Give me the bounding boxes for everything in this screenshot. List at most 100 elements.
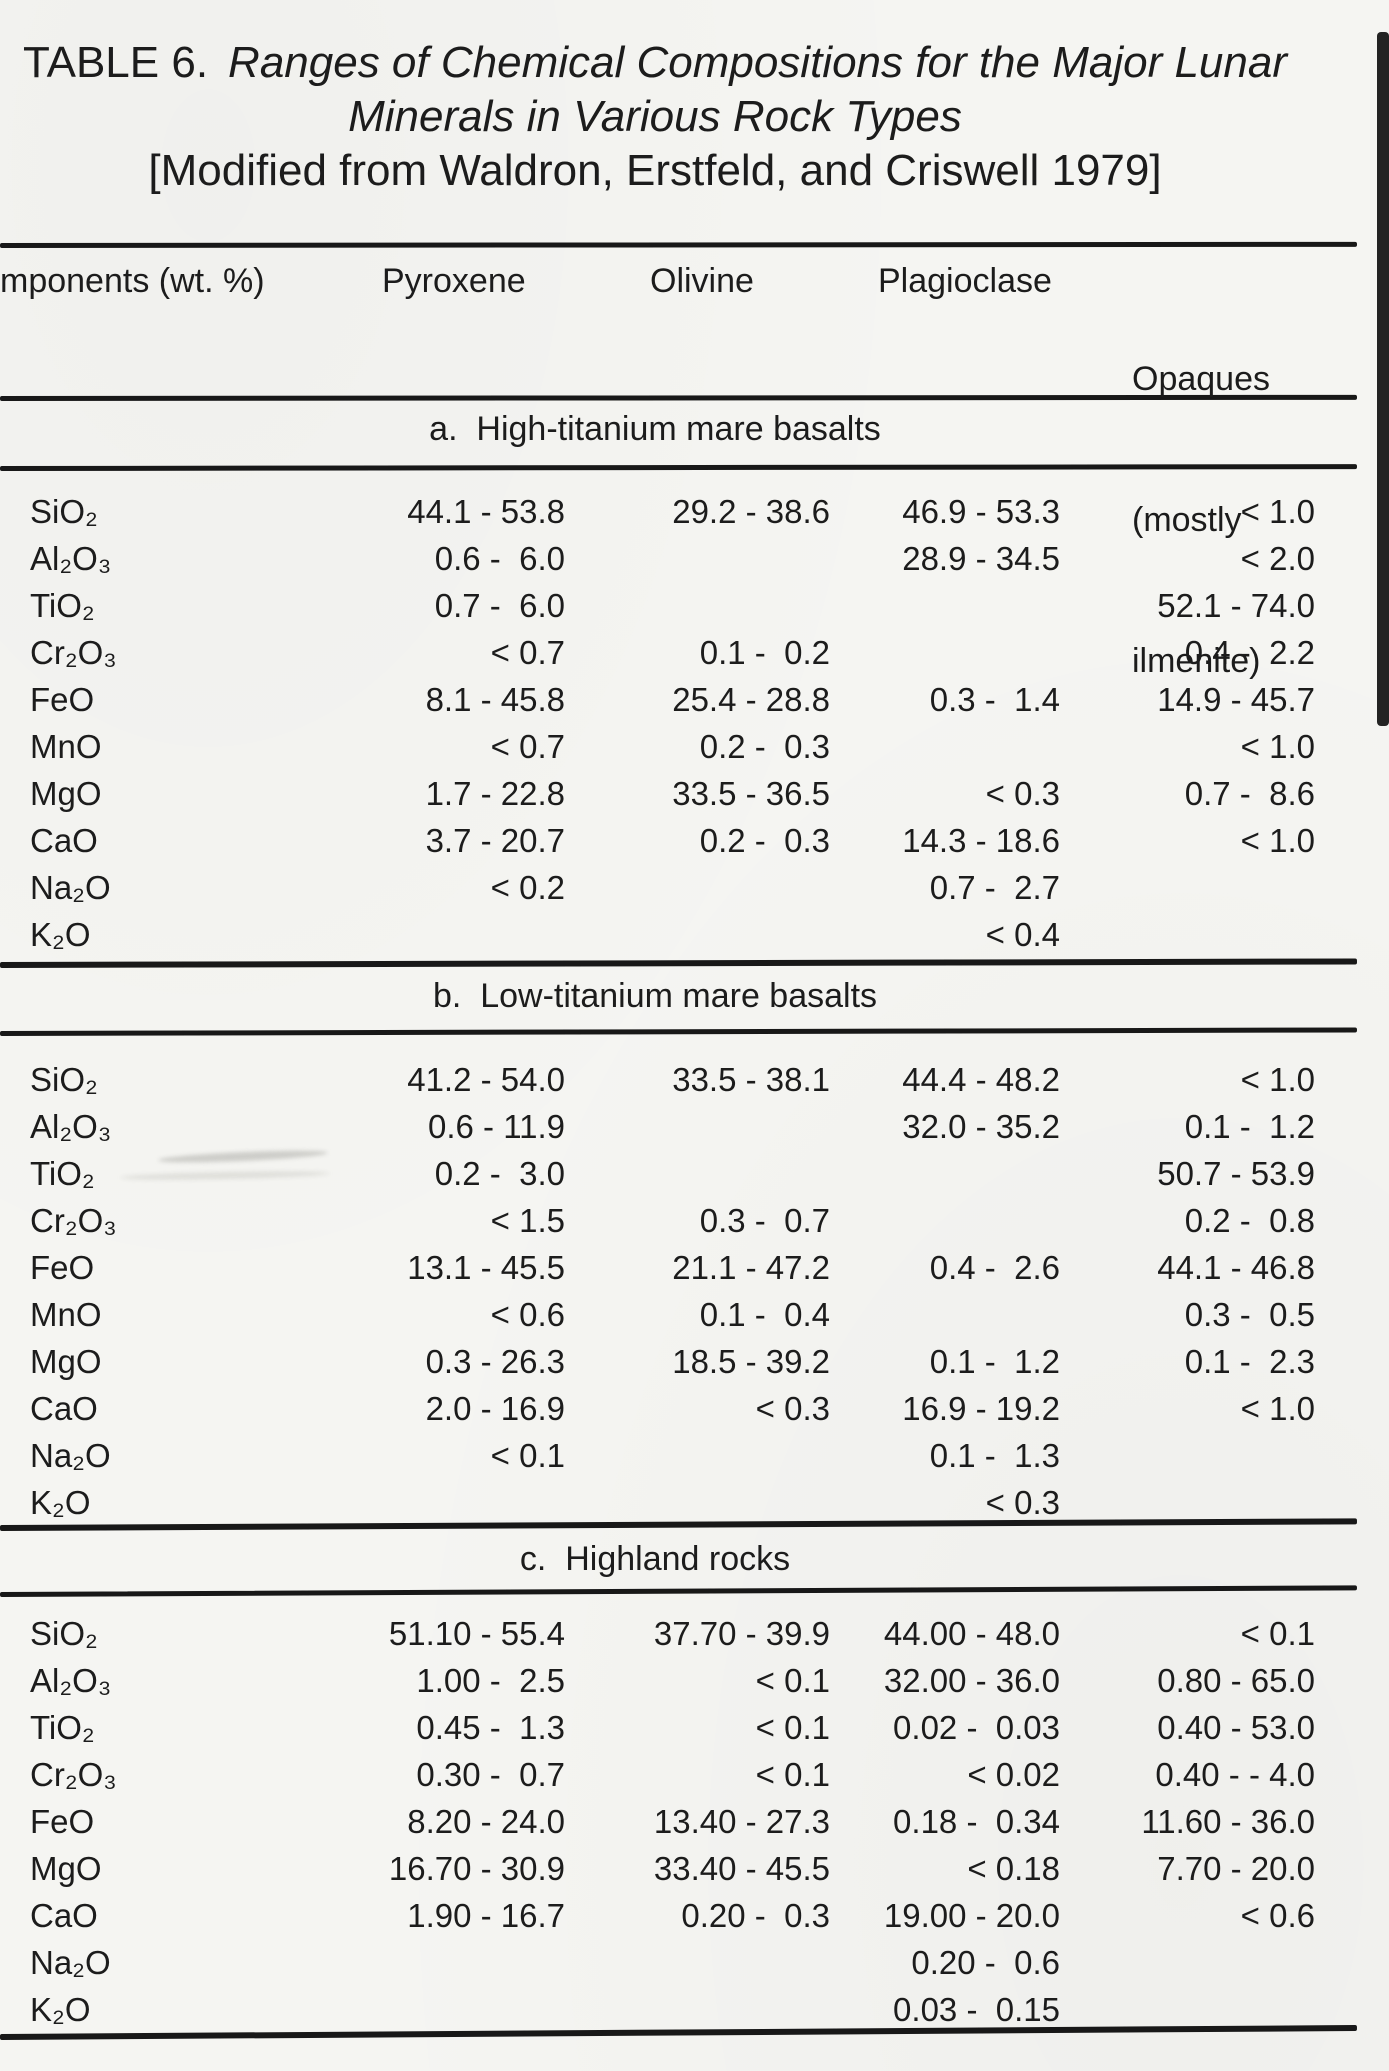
value-cell-pyroxene: 8.20 - 24.0 <box>407 1802 565 1840</box>
component-label: K₂O <box>30 915 91 953</box>
table-row: FeO 13.1 - 45.5 21.1 - 47.2 0.4 - 2.6 44.1 -… <box>0 1244 1315 1291</box>
value-cell-pyroxene: 51.10 - 55.4 <box>388 1614 565 1652</box>
column-header-opaques-line2: (mostly <box>1132 501 1242 539</box>
component-label: Na₂O <box>30 1436 111 1474</box>
value-cell-opaques: 0.80 - 65.0 <box>1157 1661 1315 1699</box>
value-cell-pyroxene: 0.45 - 1.3 <box>416 1708 565 1746</box>
section-heading-a: a. High-titanium mare basalts <box>429 410 881 448</box>
value-cell-opaques: < 0.1 <box>1240 1614 1315 1652</box>
value-cell-opaques: < 1.0 <box>1240 1060 1315 1098</box>
component-label: CaO <box>30 1896 98 1934</box>
component-label: SiO₂ <box>30 1614 98 1652</box>
value-cell-opaques: 0.1 - 2.3 <box>1184 1342 1315 1380</box>
value-cell-pyroxene: < 0.6 <box>490 1295 565 1333</box>
value-cell-plagioclase: < 0.18 <box>967 1849 1060 1887</box>
value-cell-olivine: 25.4 - 28.8 <box>672 680 830 718</box>
component-label: TiO₂ <box>30 1154 95 1192</box>
value-cell-pyroxene: 0.2 - 3.0 <box>434 1154 565 1192</box>
table-row: CaO 1.90 - 16.7 0.20 - 0.3 19.00 - 20.0 < 0.… <box>0 1892 1315 1939</box>
value-cell-olivine: < 0.1 <box>755 1661 830 1699</box>
value-cell-opaques: 0.3 - 0.5 <box>1184 1295 1315 1333</box>
value-cell-opaques: 11.60 - 36.0 <box>1141 1802 1315 1840</box>
value-cell-plagioclase: < 0.3 <box>985 774 1060 812</box>
component-label: TiO₂ <box>30 586 95 624</box>
value-cell-pyroxene: < 0.2 <box>490 868 565 906</box>
table-row: K₂O 0.03 - 0.15 <box>0 1986 1315 2033</box>
column-header-components: mponents (wt. %) <box>0 262 265 300</box>
value-cell-opaques: 0.40 - - 4.0 <box>1155 1755 1315 1793</box>
value-cell-plagioclase: 0.03 - 0.15 <box>893 1990 1060 2028</box>
value-cell-pyroxene: 1.90 - 16.7 <box>407 1896 565 1934</box>
table-row: MgO 16.70 - 30.9 33.40 - 45.5 < 0.18 7.70 - … <box>0 1845 1315 1892</box>
table-row: Al₂O₃ 0.6 - 6.0 28.9 - 34.5 < 2.0 <box>0 535 1315 582</box>
table-title: TABLE 6. Ranges of Chemical Compositions … <box>0 36 1310 198</box>
section-rows-low-titanium: SiO₂ 41.2 - 54.0 33.5 - 38.1 44.4 - 48.2 < 1… <box>0 1056 1315 1526</box>
table-row: SiO₂ 41.2 - 54.0 33.5 - 38.1 44.4 - 48.2 < 1… <box>0 1056 1315 1103</box>
value-cell-olivine: 33.5 - 36.5 <box>672 774 830 812</box>
table-row: FeO 8.20 - 24.0 13.40 - 27.3 0.18 - 0.34 11.… <box>0 1798 1315 1845</box>
component-label: Al₂O₃ <box>30 1107 112 1145</box>
value-cell-olivine: 33.40 - 45.5 <box>653 1849 830 1887</box>
column-header-pyroxene: Pyroxene <box>382 262 526 300</box>
value-cell-opaques: 0.2 - 0.8 <box>1184 1201 1315 1239</box>
scan-edge-artifact <box>1377 32 1389 726</box>
value-cell-opaques: < 1.0 <box>1240 821 1315 859</box>
column-header-plagioclase: Plagioclase <box>878 262 1052 300</box>
value-cell-opaques: 0.1 - 1.2 <box>1184 1107 1315 1145</box>
value-cell-plagioclase: < 0.02 <box>967 1755 1060 1793</box>
table-row: Na₂O < 0.1 0.1 - 1.3 <box>0 1432 1315 1479</box>
value-cell-olivine: 0.2 - 0.3 <box>699 727 830 765</box>
value-cell-olivine: 0.1 - 0.4 <box>699 1295 830 1333</box>
table-row: TiO₂ 0.45 - 1.3 < 0.1 0.02 - 0.03 0.40 - 53.… <box>0 1704 1315 1751</box>
section-heading-c: c. Highland rocks <box>519 1540 791 1578</box>
component-label: Al₂O₃ <box>30 1661 112 1699</box>
component-label: SiO₂ <box>30 492 98 530</box>
column-header-olivine: Olivine <box>650 262 754 300</box>
title-line-1: TABLE 6. Ranges of Chemical Compositions … <box>0 36 1310 90</box>
value-cell-pyroxene: 16.70 - 30.9 <box>388 1849 565 1887</box>
value-cell-plagioclase: 46.9 - 53.3 <box>902 492 1060 530</box>
component-label: MgO <box>30 774 102 812</box>
value-cell-opaques: 0.4 - 2.2 <box>1184 633 1315 671</box>
table-row: CaO 3.7 - 20.7 0.2 - 0.3 14.3 - 18.6 < 1.0 <box>0 817 1315 864</box>
value-cell-opaques: < 1.0 <box>1240 727 1315 765</box>
value-cell-pyroxene: 0.3 - 26.3 <box>425 1342 565 1380</box>
column-header-opaques-line3: ilmenite) <box>1132 642 1261 680</box>
component-label: Al₂O₃ <box>30 539 112 577</box>
column-header-opaques-line1: Opaques <box>1132 360 1270 398</box>
table-row: Na₂O 0.20 - 0.6 <box>0 1939 1315 1986</box>
table-row: TiO₂ 0.2 - 3.0 50.7 - 53.9 <box>0 1150 1315 1197</box>
value-cell-opaques: 7.70 - 20.0 <box>1157 1849 1315 1887</box>
table-row: Al₂O₃ 1.00 - 2.5 < 0.1 32.00 - 36.0 0.80 - 6… <box>0 1657 1315 1704</box>
table-row: Cr₂O₃ 0.30 - 0.7 < 0.1 < 0.02 0.40 - - 4.0 <box>0 1751 1315 1798</box>
value-cell-plagioclase: 0.18 - 0.34 <box>893 1802 1060 1840</box>
component-label: SiO₂ <box>30 1060 98 1098</box>
value-cell-plagioclase: 0.3 - 1.4 <box>929 680 1060 718</box>
component-label: MnO <box>30 1295 102 1333</box>
value-cell-plagioclase: 32.00 - 36.0 <box>883 1661 1060 1699</box>
value-cell-plagioclase: 0.1 - 1.2 <box>929 1342 1060 1380</box>
component-label: K₂O <box>30 1990 91 2028</box>
value-cell-pyroxene: 0.6 - 11.9 <box>428 1107 565 1145</box>
value-cell-olivine: 21.1 - 47.2 <box>672 1248 830 1286</box>
rule-below-title <box>0 241 1358 248</box>
value-cell-pyroxene: < 0.7 <box>490 727 565 765</box>
component-label: FeO <box>30 680 95 718</box>
value-cell-olivine: < 0.1 <box>755 1708 830 1746</box>
value-cell-plagioclase: 32.0 - 35.2 <box>902 1107 1060 1145</box>
value-cell-plagioclase: 0.02 - 0.03 <box>893 1708 1060 1746</box>
value-cell-opaques: 52.1 - 74.0 <box>1157 586 1315 624</box>
rule-below-heading-b <box>0 1027 1358 1036</box>
value-cell-plagioclase: 0.4 - 2.6 <box>929 1248 1060 1286</box>
value-cell-plagioclase: 0.1 - 1.3 <box>929 1436 1060 1474</box>
column-header-opaques: Opaques (mostly ilmenite) <box>1132 262 1270 779</box>
component-label: Na₂O <box>30 868 111 906</box>
table-number: TABLE 6. <box>23 38 209 87</box>
section-rows-high-titanium: SiO₂ 44.1 - 53.8 29.2 - 38.6 46.9 - 53.3 < 1… <box>0 488 1315 958</box>
value-cell-olivine: 0.1 - 0.2 <box>699 633 830 671</box>
value-cell-plagioclase: 44.4 - 48.2 <box>902 1060 1060 1098</box>
table-row: SiO₂ 51.10 - 55.4 37.70 - 39.9 44.00 - 48.0… <box>0 1610 1315 1657</box>
table-row: MgO 0.3 - 26.3 18.5 - 39.2 0.1 - 1.2 0.1 - 2… <box>0 1338 1315 1385</box>
title-text-line2: Minerals in Various Rock Types <box>348 92 962 141</box>
